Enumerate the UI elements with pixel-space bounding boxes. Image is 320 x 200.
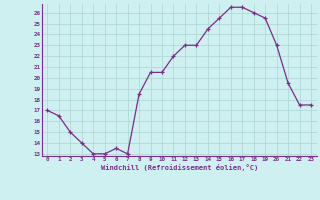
X-axis label: Windchill (Refroidissement éolien,°C): Windchill (Refroidissement éolien,°C) xyxy=(100,164,258,171)
